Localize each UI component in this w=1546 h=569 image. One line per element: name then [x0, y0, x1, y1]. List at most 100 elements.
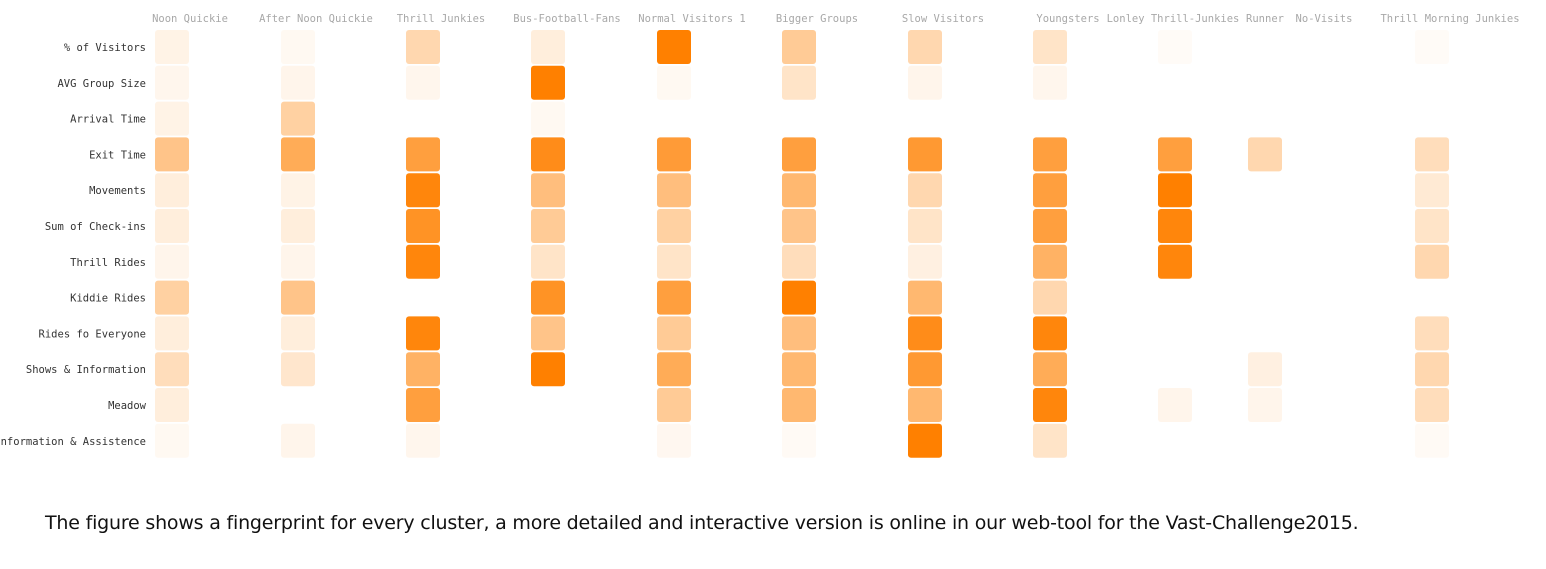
heatmap-cell: [657, 209, 691, 243]
heatmap-cell: [1158, 244, 1192, 279]
heatmap-cell: [657, 30, 691, 64]
heatmap-cell: [281, 244, 315, 279]
heatmap-cell: [531, 280, 565, 315]
heatmap-cell: [1033, 173, 1067, 208]
heatmap-cell: [281, 101, 315, 136]
column-label: Thrill Morning Junkies: [1380, 13, 1519, 25]
heatmap-cell: [908, 137, 942, 172]
heatmap-cell: [908, 173, 942, 208]
heatmap-cell: [657, 137, 691, 172]
heatmap-cell: [531, 316, 565, 351]
heatmap-cell: [782, 316, 816, 351]
heatmap-cell: [1033, 352, 1067, 387]
heatmap-cell: [782, 244, 816, 279]
heatmap-cell: [281, 423, 315, 458]
heatmap-cell: [782, 423, 816, 458]
heatmap-cell: [531, 101, 565, 136]
heatmap-cell: [155, 65, 189, 100]
heatmap-cell: [406, 352, 440, 387]
heatmap-cell: [1415, 173, 1449, 208]
heatmap-cell: [1033, 209, 1067, 243]
heatmap-cell: [1248, 352, 1282, 387]
column-label: Lonley Thrill-Junkies: [1107, 13, 1240, 25]
heatmap-cell: [657, 388, 691, 422]
heatmap-cell: [531, 137, 565, 172]
heatmap-cell: [657, 280, 691, 315]
heatmap-cell: [406, 30, 440, 64]
heatmap-cell: [155, 30, 189, 64]
heatmap-cell: [1033, 137, 1067, 172]
column-label: No-Visits: [1296, 13, 1353, 25]
heatmap-cell: [908, 244, 942, 279]
heatmap-cell: [782, 65, 816, 100]
heatmap-cell: [1415, 30, 1449, 64]
row-label: Movements: [89, 185, 146, 197]
heatmap-cell: [1415, 209, 1449, 243]
row-label: Kiddie Rides: [70, 293, 146, 305]
column-label: Bus-Football-Fans: [513, 13, 620, 25]
heatmap-cell: [782, 173, 816, 208]
heatmap-cell: [908, 316, 942, 351]
heatmap-cell: [1033, 65, 1067, 100]
heatmap-cell: [908, 388, 942, 422]
heatmap-cell: [281, 173, 315, 208]
heatmap-cell: [908, 423, 942, 458]
heatmap-cell: [1033, 244, 1067, 279]
column-label: Normal Visitors 1: [638, 13, 745, 25]
row-label: AVG Group Size: [57, 78, 146, 90]
heatmap-cell: [155, 280, 189, 315]
heatmap-cell: [406, 316, 440, 351]
row-label: Exit Time: [89, 149, 146, 161]
heatmap-cell: [155, 388, 189, 422]
heatmap-cell: [155, 137, 189, 172]
heatmap-cell: [406, 423, 440, 458]
heatmap-cell: [657, 352, 691, 387]
column-label: Thrill Junkies: [397, 13, 486, 25]
heatmap-cell: [1415, 423, 1449, 458]
heatmap-cell: [1033, 388, 1067, 422]
column-label: Youngsters: [1036, 13, 1099, 25]
heatmap-cell: [406, 388, 440, 422]
heatmap-cell: [531, 65, 565, 100]
heatmap-cell: [1415, 316, 1449, 351]
heatmap-cell: [155, 209, 189, 243]
heatmap-cell: [281, 65, 315, 100]
heatmap-cell: [908, 65, 942, 100]
heatmap-cell: [1033, 423, 1067, 458]
heatmap-cell: [657, 423, 691, 458]
heatmap-cell: [1248, 388, 1282, 422]
heatmap-cell: [1158, 173, 1192, 208]
row-label: Arrival Time: [70, 114, 146, 126]
heatmap-cell: [908, 30, 942, 64]
heatmap-cell: [155, 244, 189, 279]
heatmap-cell: [155, 316, 189, 351]
heatmap-cell: [155, 101, 189, 136]
heatmap-cell: [1033, 316, 1067, 351]
heatmap-cell: [657, 316, 691, 351]
row-label: Information & Assistence: [0, 436, 146, 448]
heatmap-cell: [908, 352, 942, 387]
heatmap-cell: [531, 173, 565, 208]
heatmap-cell: [1158, 30, 1192, 64]
heatmap-cell: [1415, 388, 1449, 422]
heatmap-cell: [531, 209, 565, 243]
heatmap-cell: [281, 137, 315, 172]
heatmap-cell: [1415, 137, 1449, 172]
heatmap-cell: [657, 244, 691, 279]
row-label: Sum of Check-ins: [45, 221, 146, 233]
heatmap-cell: [908, 209, 942, 243]
heatmap-cell: [406, 209, 440, 243]
heatmap-cell: [1248, 137, 1282, 172]
heatmap-cell: [155, 352, 189, 387]
heatmap-cell: [657, 173, 691, 208]
heatmap-cell: [281, 280, 315, 315]
cluster-fingerprint-heatmap: Noon Quickie After Noon Quickie Thrill Jun…: [0, 13, 1520, 458]
heatmap-cell: [782, 137, 816, 172]
row-label: Rides fo Everyone: [39, 328, 146, 340]
heatmap-cell: [155, 423, 189, 458]
heatmap-cell: [1158, 388, 1192, 422]
row-label: % of Visitors: [64, 42, 146, 54]
heatmap-cell: [1033, 280, 1067, 315]
heatmap-cell: [782, 209, 816, 243]
row-label: Meadow: [108, 400, 147, 412]
